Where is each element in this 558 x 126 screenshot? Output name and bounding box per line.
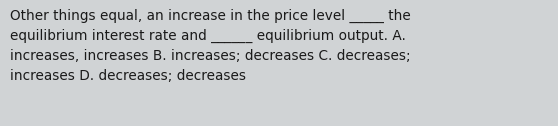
Text: Other things equal, an increase in the price level _____ the
equilibrium interes: Other things equal, an increase in the p… — [10, 9, 411, 83]
